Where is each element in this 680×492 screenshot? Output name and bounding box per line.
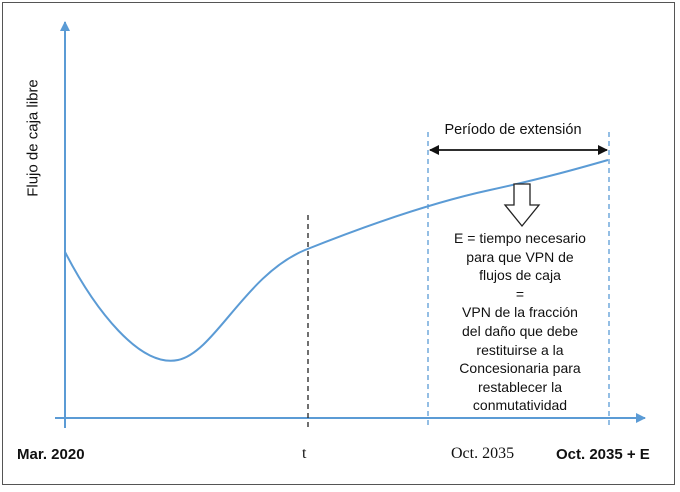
annotation-line: restablecer la [477, 378, 563, 395]
annotation-line: Concesionaria para [459, 360, 581, 377]
annotation-block: E = tiempo necesario para que VPN de flu… [430, 229, 610, 415]
x-label-t: t [302, 445, 307, 462]
annotation-line: del daño que debe [462, 322, 578, 339]
cash-flow-curve [64, 159, 609, 362]
annotation-line: VPN de la fracción [462, 304, 578, 321]
extension-period-label: Período de extensión [444, 122, 582, 138]
y-axis-label: Flujo de caja libre [24, 79, 42, 197]
annotation-line: restituirse a la [476, 341, 564, 358]
annotation-line: conmutatividad [472, 397, 568, 414]
annotation-line: para que VPN de [466, 248, 574, 265]
x-label-oct-2035: Oct. 2035 [451, 445, 515, 462]
annotation-line: flujos de caja [479, 267, 561, 284]
down-arrow-icon [503, 183, 541, 228]
x-label-start: Mar. 2020 [17, 446, 85, 463]
figure-frame [2, 2, 675, 485]
annotation-line: E = tiempo necesario [454, 230, 586, 246]
annotation-line: = [515, 285, 525, 302]
x-label-oct-2035-e: Oct. 2035 + E [556, 446, 650, 463]
